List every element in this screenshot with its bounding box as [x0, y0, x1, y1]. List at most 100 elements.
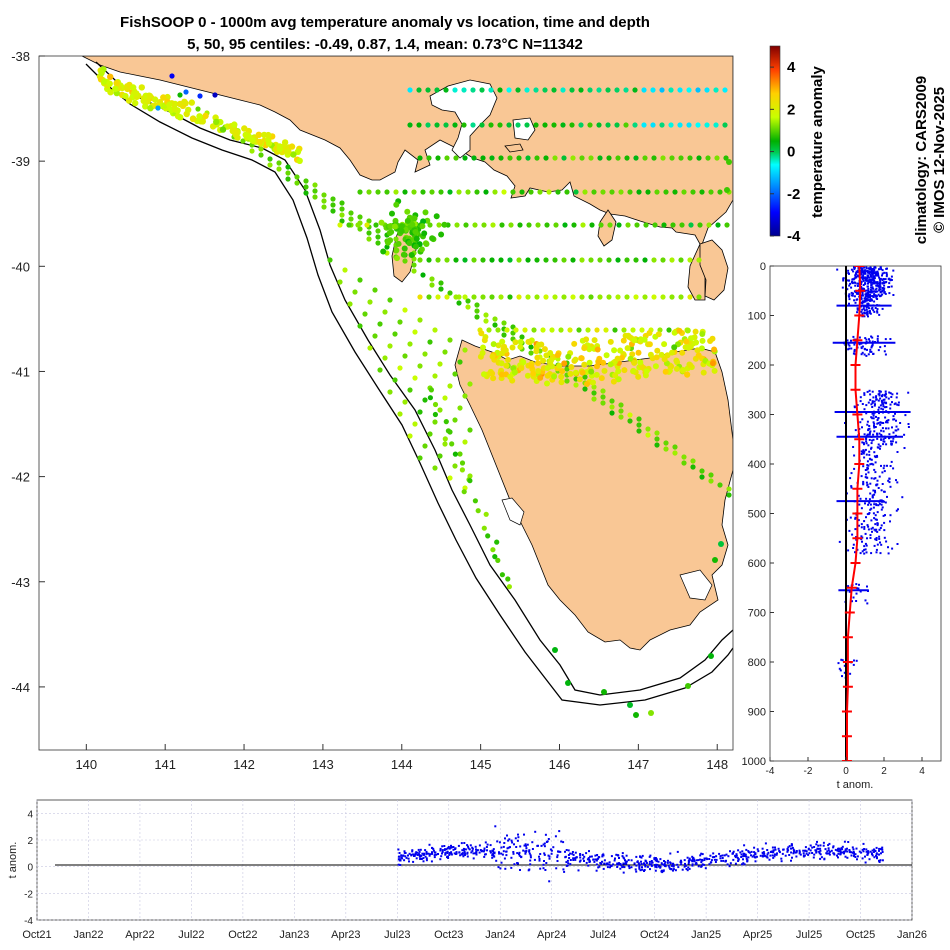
map-data-point: [242, 131, 249, 139]
map-data-point: [646, 341, 653, 348]
ts-data-point: [659, 865, 662, 868]
ts-data-point: [475, 853, 478, 856]
ts-data-point: [616, 863, 619, 866]
profile-data-point: [865, 299, 868, 302]
ts-data-point: [503, 842, 506, 844]
map-data-point: [321, 198, 327, 204]
profile-data-point: [840, 658, 843, 661]
profile-data-point: [866, 602, 869, 605]
ts-data-point: [843, 840, 846, 843]
ts-data-point: [787, 846, 790, 849]
ts-data-point: [766, 853, 769, 856]
map-data-point: [393, 236, 399, 242]
map-data-point: [442, 436, 448, 442]
ts-data-point: [851, 846, 854, 849]
map-data-point: [678, 257, 684, 263]
map-data-point: [479, 350, 486, 356]
profile-data-point: [903, 433, 906, 436]
map-data-point: [673, 365, 680, 372]
map-data-point: [470, 87, 476, 93]
ts-data-point: [745, 848, 748, 851]
map-data-point: [489, 155, 495, 161]
map-data-point: [494, 539, 500, 545]
ts-data-point: [802, 854, 805, 857]
ts-data-point: [863, 848, 866, 850]
map-data-point: [630, 327, 636, 333]
ts-data-point: [420, 858, 423, 860]
map-data-point: [641, 87, 647, 93]
ts-data-point: [643, 870, 645, 872]
map-data-point: [339, 206, 345, 212]
map-data-point: [699, 468, 705, 474]
ts-x-tick-label: Apr23: [331, 929, 360, 941]
ts-data-point: [418, 850, 421, 853]
profile-data-point: [867, 401, 870, 404]
map-data-point: [397, 319, 403, 325]
profile-y-tick-label: 200: [748, 360, 766, 372]
profile-data-point: [878, 528, 881, 531]
ts-data-point: [592, 858, 595, 861]
map-data-point: [651, 294, 657, 300]
map-data-point: [535, 341, 542, 348]
map-data-point: [498, 360, 505, 367]
map-data-point: [479, 122, 485, 128]
map-data-point: [645, 189, 651, 195]
profile-data-point: [858, 343, 861, 346]
profile-data-point: [879, 404, 882, 407]
map-data-point: [565, 353, 572, 360]
profile-data-point: [853, 268, 856, 270]
profile-data-point: [870, 447, 872, 450]
profile-data-point: [858, 503, 861, 506]
profile-data-point: [883, 278, 885, 281]
ts-data-point: [819, 849, 822, 852]
map-data-point: [708, 478, 714, 484]
ts-data-point: [542, 843, 545, 846]
ts-data-point: [538, 859, 541, 862]
profile-data-point: [894, 412, 896, 415]
profile-data-point: [866, 279, 869, 282]
map-data-point: [233, 128, 240, 136]
map-x-tick-label: 145: [470, 757, 492, 772]
ts-data-point: [411, 850, 414, 853]
ts-data-point: [833, 853, 836, 856]
ts-data-point: [616, 854, 619, 857]
ts-data-point: [511, 841, 514, 844]
ts-data-point: [830, 849, 833, 852]
profile-data-point: [867, 471, 870, 474]
ts-data-point: [471, 849, 474, 852]
ts-data-point: [407, 854, 409, 857]
profile-data-point: [871, 496, 874, 498]
ts-data-point: [630, 866, 633, 869]
ts-data-point: [757, 850, 760, 853]
ts-data-point: [701, 863, 704, 866]
map-data-point: [432, 327, 438, 333]
ts-data-point: [729, 850, 731, 853]
profile-data-point: [856, 308, 859, 311]
profile-data-point: [874, 471, 877, 474]
ts-data-point: [398, 859, 401, 862]
map-data-point: [489, 294, 495, 300]
map-data-point: [625, 332, 632, 339]
ts-data-point: [763, 852, 766, 855]
ts-data-point: [452, 846, 455, 848]
map-data-point: [457, 405, 463, 411]
ts-data-point: [804, 849, 807, 852]
profile-data-point: [865, 293, 868, 296]
map-data-point: [597, 155, 603, 161]
ts-data-point: [419, 854, 421, 857]
profile-data-point: [880, 421, 883, 424]
ts-data-point: [484, 841, 487, 844]
ts-data-point: [634, 868, 637, 871]
profile-data-point: [885, 275, 888, 278]
ts-data-point: [623, 866, 626, 869]
ts-data-point: [459, 854, 462, 857]
map-data-point: [213, 118, 220, 126]
ts-data-point: [819, 853, 822, 856]
profile-data-point: [876, 530, 879, 533]
map-data-point: [650, 122, 656, 128]
ts-data-point: [412, 853, 415, 856]
map-data-point: [555, 189, 561, 195]
profile-data-point: [888, 437, 890, 440]
ts-data-point: [444, 853, 447, 856]
ts-data-point: [711, 856, 714, 859]
